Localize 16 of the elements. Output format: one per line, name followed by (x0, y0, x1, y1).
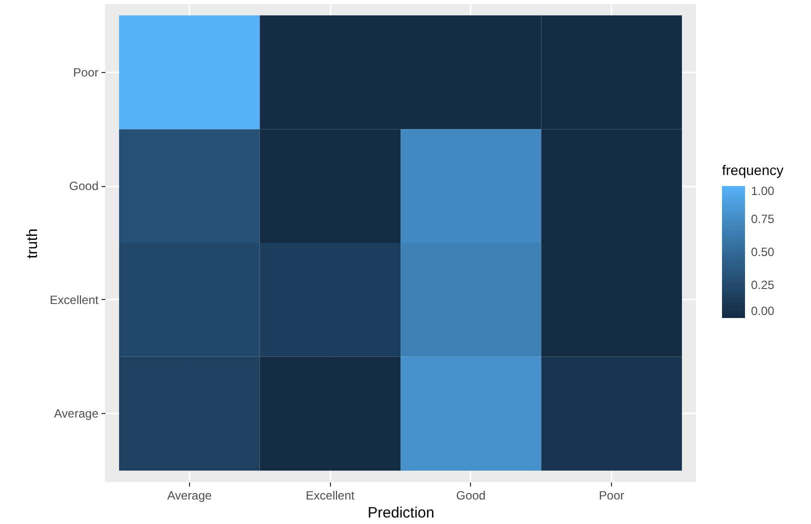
legend-title: frequency (722, 162, 784, 178)
color-bar-label: 0.00 (751, 304, 775, 318)
y-axis-title: truth (24, 228, 41, 259)
color-bar-label: 0.75 (751, 212, 775, 226)
y-tick-label: Good (69, 179, 98, 194)
x-tick-label: Excellent (306, 488, 356, 502)
y-tick-label: Excellent (50, 292, 100, 307)
x-tick-label: Good (456, 488, 486, 502)
x-tick-label: Average (167, 488, 212, 502)
color-bar-label: 1.00 (751, 184, 775, 198)
color-bar-label: 0.50 (751, 245, 775, 259)
color-bar-label: 0.25 (751, 278, 775, 292)
x-axis-title: Prediction (368, 504, 434, 522)
x-tick-label: Poor (598, 488, 624, 502)
y-tick-label: Poor (73, 65, 98, 80)
y-tick-label: Average (54, 406, 99, 421)
